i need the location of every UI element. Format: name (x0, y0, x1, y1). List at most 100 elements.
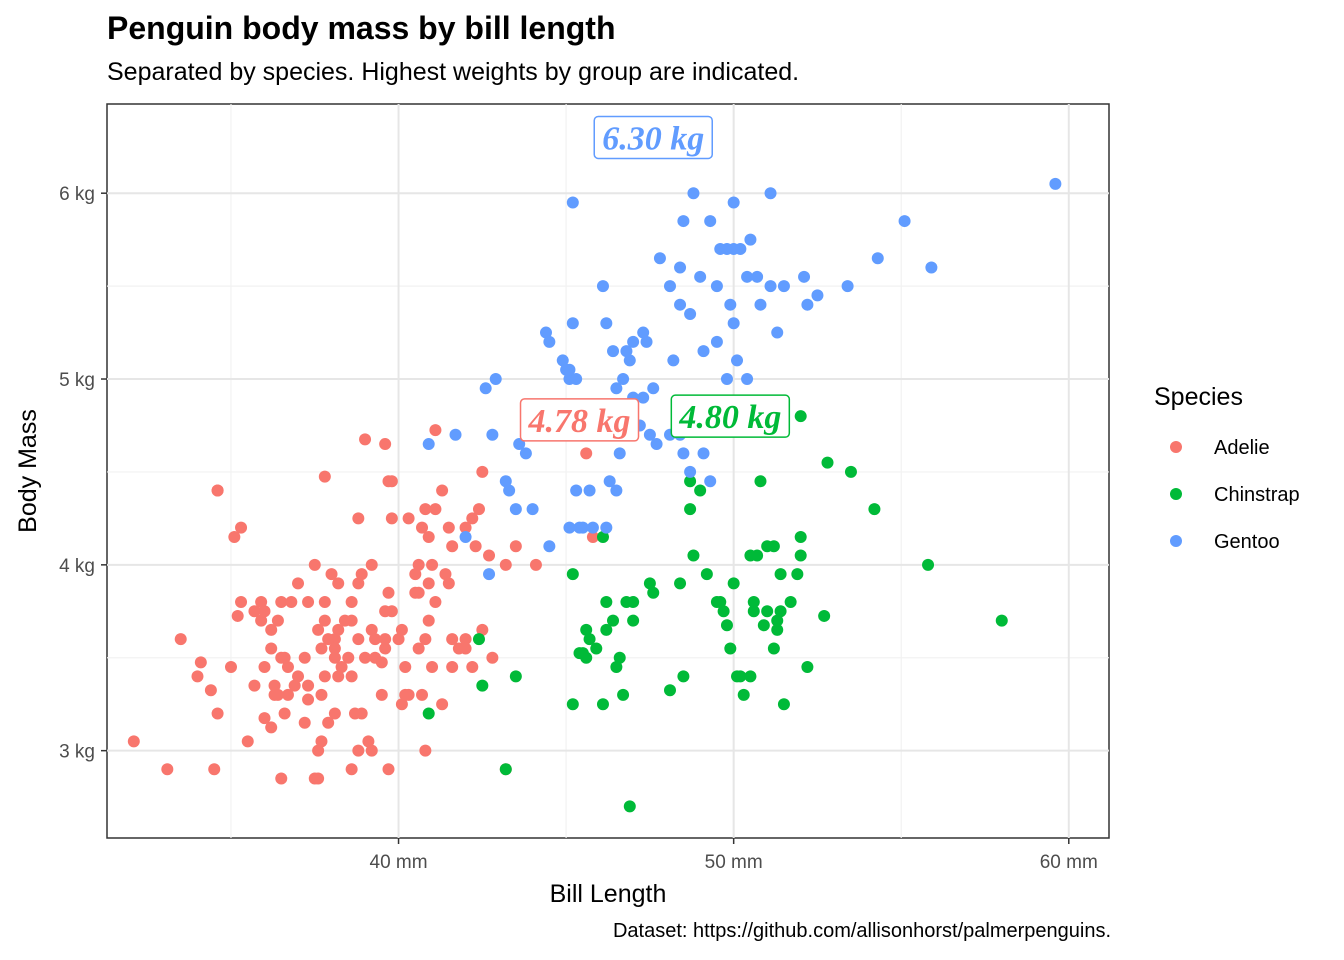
point-adelie (255, 614, 268, 627)
point-gentoo (486, 428, 499, 441)
point-gentoo (754, 298, 767, 311)
point-adelie (292, 670, 305, 683)
point-adelie (472, 503, 485, 516)
point-adelie (499, 558, 512, 571)
point-adelie (345, 763, 358, 776)
point-gentoo (583, 484, 596, 497)
point-gentoo (720, 373, 733, 386)
point-adelie (395, 698, 408, 711)
point-adelie (446, 633, 459, 646)
point-chinstrap (566, 568, 579, 581)
point-adelie (580, 447, 593, 460)
point-adelie (355, 568, 368, 581)
point-adelie (426, 558, 439, 571)
point-adelie (328, 642, 341, 655)
point-adelie (328, 651, 341, 664)
point-gentoo (600, 317, 613, 330)
point-adelie (352, 633, 365, 646)
point-gentoo (724, 298, 737, 311)
point-gentoo (694, 270, 707, 283)
point-gentoo (637, 391, 650, 404)
point-gentoo (479, 382, 492, 395)
point-adelie (379, 633, 392, 646)
point-gentoo (727, 242, 740, 255)
point-adelie (315, 688, 328, 701)
point-adelie (382, 586, 395, 599)
y-axis-title: Body Mass (14, 409, 42, 533)
point-adelie (419, 503, 432, 516)
point-chinstrap (737, 688, 750, 701)
point-adelie (375, 688, 388, 701)
point-chinstrap (784, 596, 797, 609)
point-adelie (419, 633, 432, 646)
point-adelie (422, 614, 435, 627)
point-adelie (419, 744, 432, 757)
point-chinstrap (627, 614, 640, 627)
point-adelie (278, 707, 291, 720)
point-adelie (529, 558, 542, 571)
point-adelie (204, 684, 217, 697)
point-chinstrap (610, 661, 623, 674)
point-adelie (416, 521, 429, 534)
point-adelie (476, 623, 489, 636)
axes: 40 mm 50 mm 60 mm 3 kg 4 kg 5 kg 6 kg (59, 184, 1098, 873)
point-chinstrap (761, 605, 774, 618)
point-adelie (281, 661, 294, 674)
point-adelie (194, 656, 207, 669)
point-chinstrap (774, 605, 787, 618)
point-chinstrap (794, 530, 807, 543)
point-adelie (275, 596, 288, 609)
point-gentoo (663, 280, 676, 293)
point-adelie (352, 577, 365, 590)
point-chinstrap (774, 568, 787, 581)
point-adelie (429, 503, 442, 516)
point-adelie (345, 596, 358, 609)
point-chinstrap (767, 642, 780, 655)
point-chinstrap (566, 698, 579, 711)
point-gentoo (526, 503, 539, 516)
point-chinstrap (995, 614, 1008, 627)
point-gentoo (731, 354, 744, 367)
point-gentoo (483, 568, 496, 581)
point-chinstrap (422, 707, 435, 720)
point-chinstrap (476, 679, 489, 692)
point-adelie (315, 642, 328, 655)
point-gentoo (744, 233, 757, 246)
point-gentoo (764, 187, 777, 200)
point-gentoo (751, 270, 764, 283)
point-chinstrap (744, 549, 757, 562)
point-adelie (345, 614, 358, 627)
point-chinstrap (627, 596, 640, 609)
x-tick-label: 50 mm (705, 852, 763, 873)
point-adelie (285, 596, 298, 609)
point-chinstrap (744, 670, 757, 683)
point-chinstrap (663, 684, 676, 697)
point-gentoo (741, 270, 754, 283)
point-chinstrap (821, 456, 834, 469)
point-adelie (486, 651, 499, 664)
point-adelie (265, 721, 278, 734)
point-chinstrap (583, 633, 596, 646)
point-adelie (308, 558, 321, 571)
point-adelie (302, 679, 315, 692)
point-gentoo (684, 307, 697, 320)
point-gentoo (697, 447, 710, 460)
point-gentoo (811, 289, 824, 302)
point-adelie (459, 633, 472, 646)
point-gentoo (543, 540, 556, 553)
point-gentoo (674, 298, 687, 311)
legend-key-chinstrap (1170, 488, 1182, 500)
point-chinstrap (794, 410, 807, 423)
point-adelie (399, 661, 412, 674)
point-adelie (369, 633, 382, 646)
point-adelie (422, 577, 435, 590)
point-chinstrap (801, 661, 814, 674)
point-adelie (382, 763, 395, 776)
point-adelie (359, 433, 372, 446)
point-adelie (235, 521, 248, 534)
point-adelie (224, 661, 237, 674)
point-adelie (318, 470, 331, 483)
grid-lines (107, 104, 1109, 838)
point-adelie (355, 707, 368, 720)
